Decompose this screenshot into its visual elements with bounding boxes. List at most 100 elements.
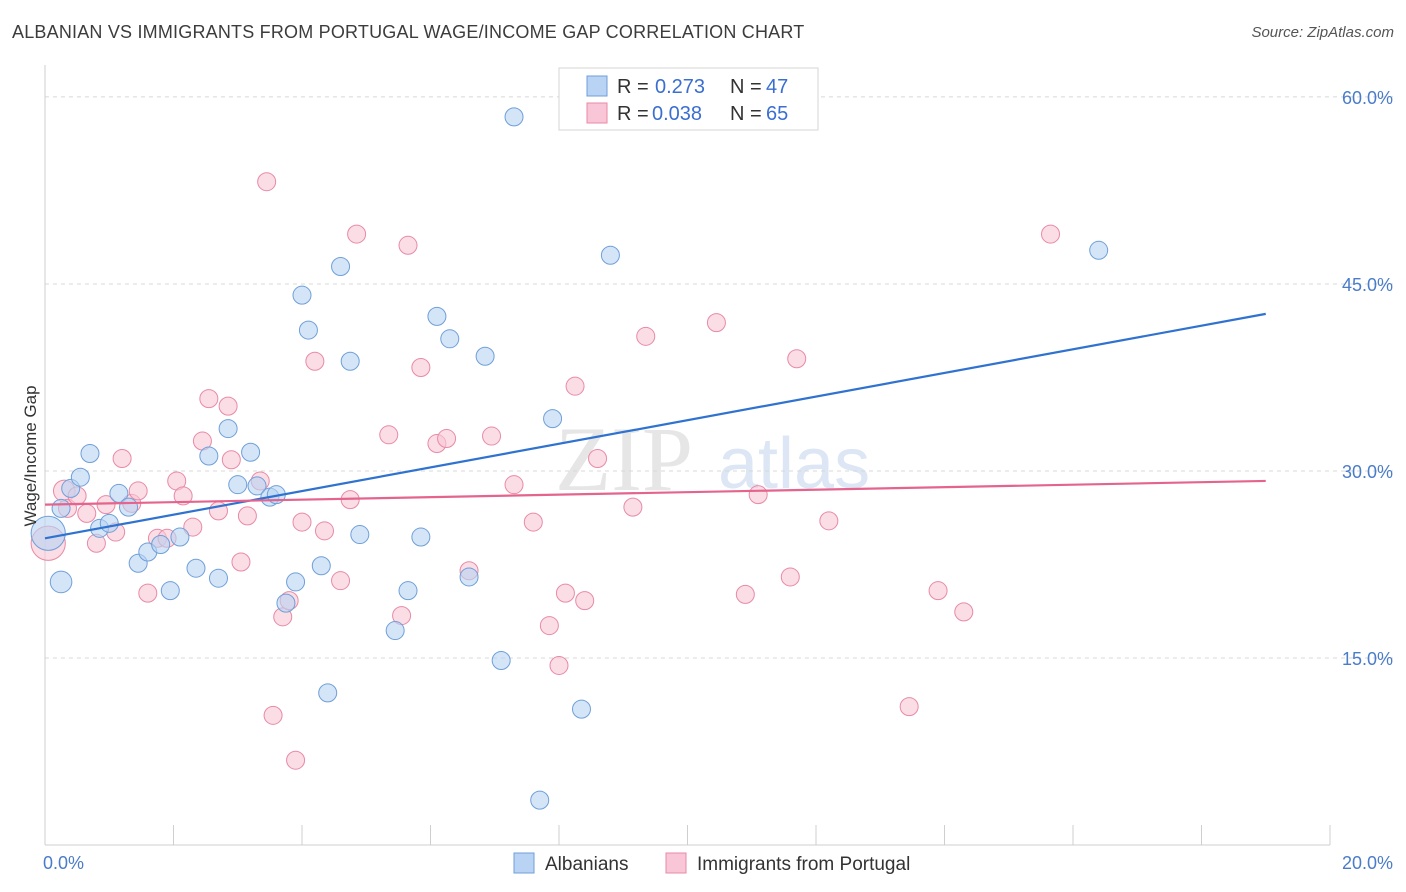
portugal-point-20 xyxy=(218,396,238,416)
albanians-point-46 xyxy=(1089,240,1109,260)
y-tick-label-1: 30.0% xyxy=(1342,462,1393,482)
y-tick-label-3: 60.0% xyxy=(1342,88,1393,108)
portugal-point-45 xyxy=(523,512,543,532)
portugal-point-53 xyxy=(636,326,656,346)
albanians-point-20 xyxy=(241,442,261,462)
chart-title: ALBANIAN VS IMMIGRANTS FROM PORTUGAL WAG… xyxy=(12,22,805,42)
legend-r-label-portugal: R = xyxy=(617,103,649,125)
albanians-point-41 xyxy=(504,107,524,127)
portugal-point-36 xyxy=(379,425,399,445)
albanians-point-17 xyxy=(208,568,228,588)
tick-labels: 15.0% 30.0% 45.0% 60.0% 0.0% 20.0% xyxy=(43,88,1393,873)
portugal-point-22 xyxy=(231,552,251,572)
albanians-point-25 xyxy=(286,572,306,592)
series-portugal-points xyxy=(30,172,1061,770)
albanians-point-15 xyxy=(186,558,206,578)
portugal-point-60 xyxy=(899,697,919,717)
gridlines xyxy=(45,96,1395,659)
portugal-point-62 xyxy=(954,602,974,622)
albanians-point-12 xyxy=(151,535,171,555)
portugal-point-25 xyxy=(257,172,277,192)
portugal-point-41 xyxy=(437,429,457,449)
portugal-point-38 xyxy=(398,235,418,255)
albanians-point-18 xyxy=(218,419,238,439)
axes xyxy=(44,65,1331,846)
albanians-point-36 xyxy=(427,306,447,326)
portugal-point-50 xyxy=(575,591,595,611)
albanians-point-14 xyxy=(170,527,190,547)
bottom-legend-label-portugal: Immigrants from Portugal xyxy=(697,854,910,875)
portugal-point-35 xyxy=(347,224,367,244)
albanians-point-44 xyxy=(571,699,591,719)
y-axis-title: Wage/Income Gap xyxy=(21,385,40,526)
albanians-point-32 xyxy=(350,525,370,545)
y-tick-label-0: 15.0% xyxy=(1342,649,1393,669)
series-legend: Albanians Immigrants from Portugal xyxy=(513,852,910,875)
portugal-point-11 xyxy=(138,583,158,603)
albanians-point-28 xyxy=(311,556,331,576)
portugal-point-15 xyxy=(173,486,193,506)
portugal-point-51 xyxy=(588,449,608,468)
portugal-point-16 xyxy=(183,517,203,537)
portugal-point-57 xyxy=(780,567,800,587)
portugal-point-8 xyxy=(112,449,132,468)
bottom-legend-label-albanians: Albanians xyxy=(545,854,628,875)
source-label: Source: ZipAtlas.com xyxy=(1251,24,1394,41)
portugal-point-61 xyxy=(928,581,948,601)
legend-r-label-albanians: R = xyxy=(617,76,649,98)
albanians-point-2 xyxy=(51,498,71,518)
albanians-point-27 xyxy=(298,320,318,340)
legend-swatch-albanians xyxy=(586,75,608,97)
albanians-point-33 xyxy=(385,621,405,641)
albanians-point-16 xyxy=(199,446,219,466)
portugal-point-48 xyxy=(555,583,575,603)
portugal-point-39 xyxy=(411,357,431,377)
albanians-point-7 xyxy=(99,513,119,533)
portugal-point-47 xyxy=(549,655,569,675)
portugal-point-44 xyxy=(504,475,524,495)
portugal-point-33 xyxy=(331,571,351,591)
legend-n-value-albanians: 47 xyxy=(766,76,788,98)
albanians-point-19 xyxy=(228,475,248,495)
portugal-point-10 xyxy=(128,481,148,501)
portugal-point-30 xyxy=(292,512,312,532)
portugal-point-4 xyxy=(77,503,97,523)
albanians-point-30 xyxy=(331,256,351,276)
legend-r-value-portugal: 0.038 xyxy=(652,103,702,125)
portugal-point-49 xyxy=(565,376,585,396)
legend-swatch-portugal xyxy=(586,102,608,124)
bottom-legend-swatch-portugal xyxy=(665,852,687,874)
albanians-point-34 xyxy=(398,581,418,601)
portugal-point-26 xyxy=(263,705,283,725)
legend-r-value-albanians: 0.273 xyxy=(655,76,705,98)
bottom-legend-swatch-albanians xyxy=(513,852,535,874)
portugal-point-31 xyxy=(305,351,325,371)
trend-lines xyxy=(44,312,1266,540)
portugal-point-18 xyxy=(199,389,219,409)
albanians-point-24 xyxy=(276,593,296,613)
legend-n-label-portugal: N = xyxy=(730,103,762,125)
portugal-point-46 xyxy=(539,616,559,636)
albanians-point-35 xyxy=(411,527,431,547)
albanians-point-5 xyxy=(80,444,100,464)
albanians-point-42 xyxy=(530,790,550,810)
portugal-point-59 xyxy=(819,511,839,531)
albanians-point-40 xyxy=(491,650,511,670)
albanians-point-4 xyxy=(70,467,90,487)
albanians-point-13 xyxy=(160,581,180,601)
albanians-point-26 xyxy=(292,285,312,305)
albanians-point-38 xyxy=(459,567,479,587)
portugal-point-55 xyxy=(735,584,755,604)
albanians-point-9 xyxy=(119,497,139,517)
portugal-point-56 xyxy=(748,485,768,505)
albanians-point-21 xyxy=(247,476,267,496)
albanians-point-43 xyxy=(543,409,563,429)
albanians-point-39 xyxy=(475,346,495,366)
portugal-point-63 xyxy=(1041,224,1061,244)
albanians-point-0 xyxy=(30,515,66,551)
portugal-point-43 xyxy=(482,426,502,446)
portugal-point-23 xyxy=(237,506,257,526)
albanians-point-31 xyxy=(340,351,360,371)
portugal-point-21 xyxy=(221,450,241,470)
